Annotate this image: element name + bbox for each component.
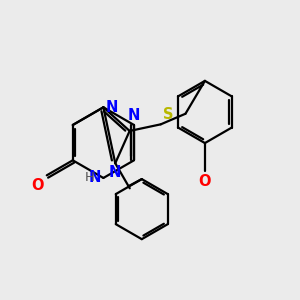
Text: S: S [163, 107, 173, 122]
Text: N: N [105, 100, 118, 115]
Text: N: N [128, 107, 140, 122]
Text: N: N [109, 165, 122, 180]
Text: O: O [199, 174, 211, 189]
Text: H: H [85, 172, 94, 184]
Text: N: N [88, 170, 101, 185]
Text: O: O [31, 178, 43, 193]
